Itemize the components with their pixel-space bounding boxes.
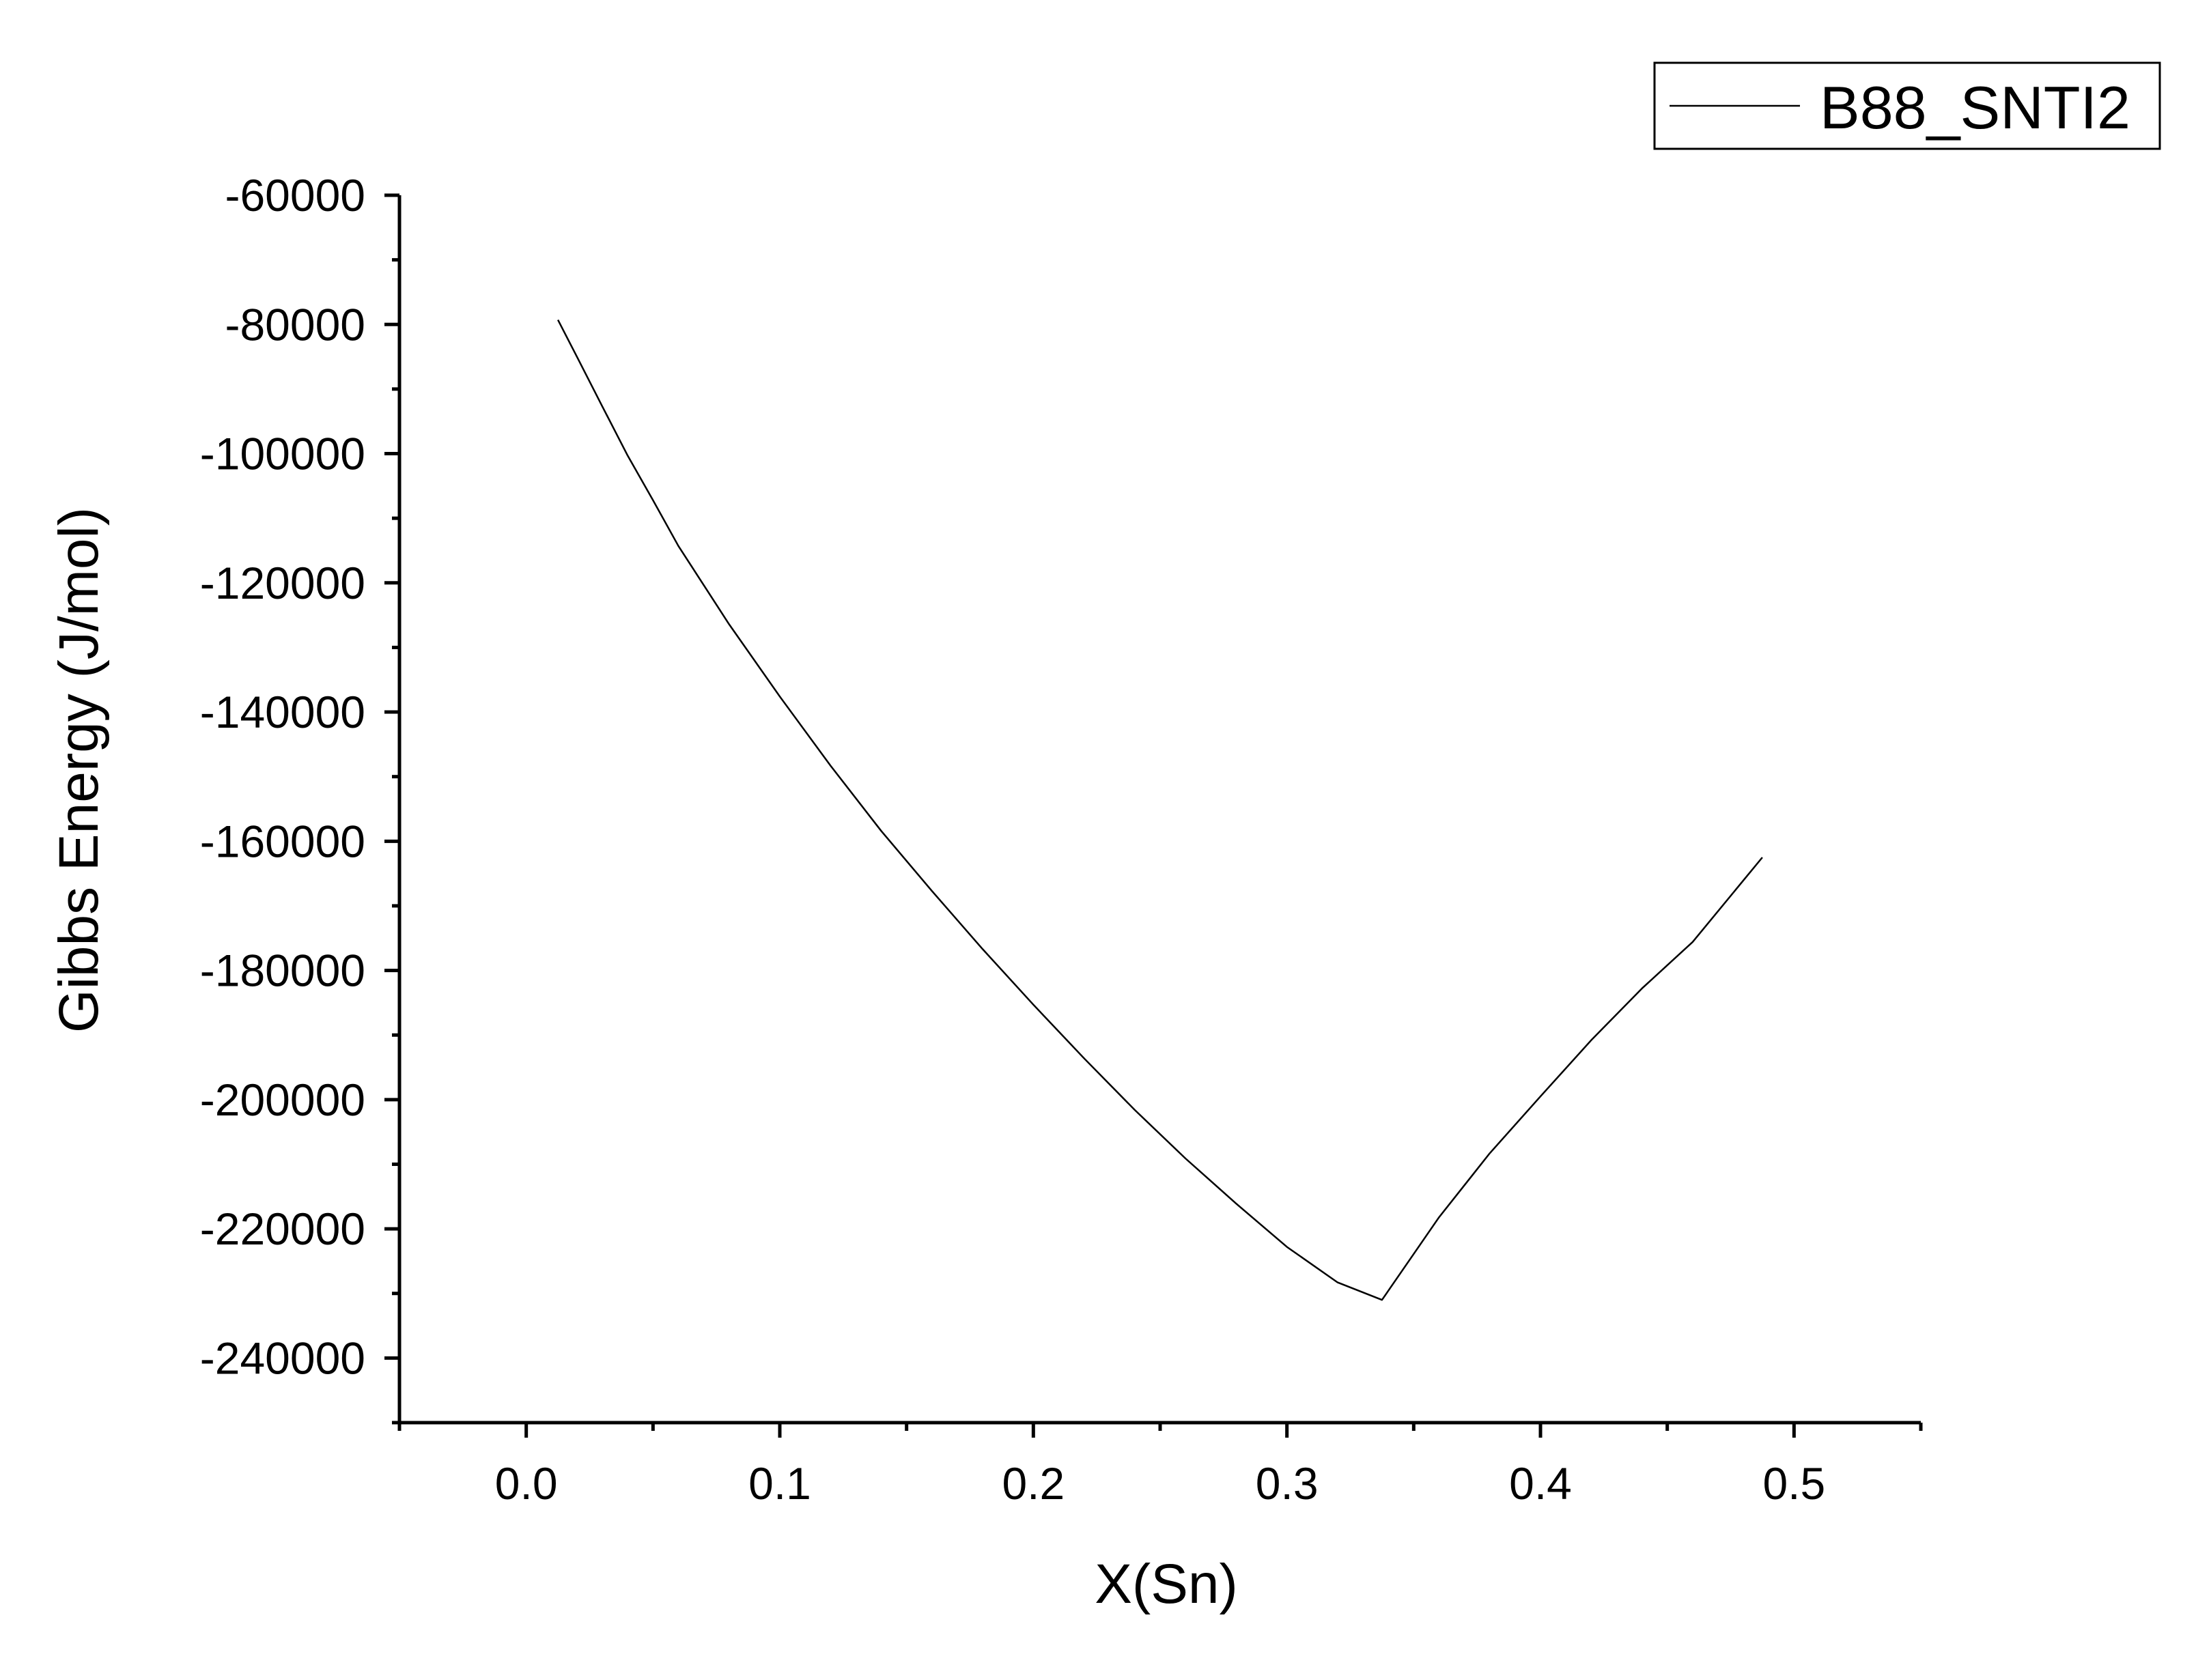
y-tick-label: -240000	[200, 1333, 365, 1383]
legend: B88_SNTI2	[1653, 61, 2161, 150]
y-tick-label: -100000	[200, 429, 365, 479]
x-tick-label: 0.2	[1002, 1458, 1065, 1509]
x-tick-label: 0.3	[1256, 1458, 1319, 1509]
y-axis-title: Gibbs Energy (J/mol)	[48, 507, 110, 1033]
y-tick-label: -200000	[200, 1074, 365, 1125]
y-tick-label: -60000	[225, 170, 365, 220]
x-tick-label: 0.4	[1509, 1458, 1572, 1509]
legend-label: B88_SNTI2	[1820, 74, 2130, 141]
y-tick-label: -140000	[200, 687, 365, 737]
series-line	[557, 319, 1763, 1301]
y-axis-ticks: -60000 -80000 -100000 -120000 -140000 -160000…	[200, 170, 399, 1425]
x-axis-title: X(Sn)	[1095, 1553, 1238, 1615]
series-layer	[557, 319, 1763, 1301]
x-tick-label: 0.1	[748, 1458, 811, 1509]
x-tick-label: 0.5	[1762, 1458, 1825, 1509]
y-tick-label: -80000	[225, 299, 365, 350]
y-tick-label: -220000	[200, 1204, 365, 1254]
y-tick-label: -180000	[200, 945, 365, 996]
x-tick-label: 0.0	[495, 1458, 558, 1509]
x-axis-ticks: 0.0 0.1 0.2 0.3 0.4 0.5	[397, 1423, 1923, 1509]
y-tick-label: -160000	[200, 816, 365, 866]
y-tick-label: -120000	[200, 558, 365, 608]
